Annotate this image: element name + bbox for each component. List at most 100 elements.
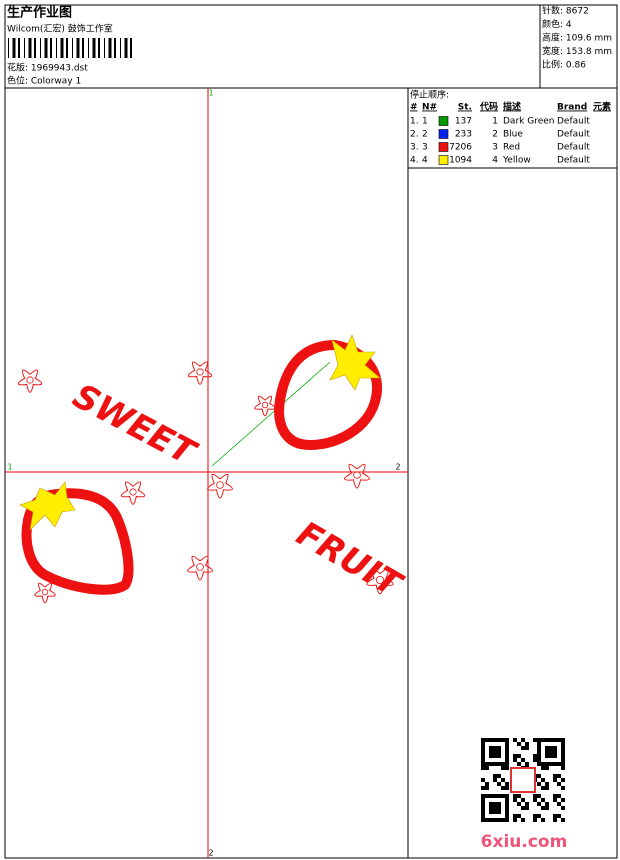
- qr-module: [497, 782, 501, 786]
- qr-module: [537, 738, 541, 742]
- axis-label: 2: [395, 463, 400, 472]
- qr-module: [493, 750, 497, 754]
- qr-module: [521, 798, 525, 802]
- qr-module: [497, 746, 501, 750]
- qr-module: [561, 750, 565, 754]
- table-cell: 1: [422, 117, 428, 127]
- qr-module: [557, 762, 561, 766]
- qr-module: [505, 758, 509, 762]
- axis-label: 1: [208, 89, 213, 98]
- qr-code: [481, 738, 565, 822]
- qr-module: [525, 762, 529, 766]
- qr-module: [493, 806, 497, 810]
- info-line: 高度: 109.6 mm: [542, 32, 612, 44]
- qr-module: [481, 758, 485, 762]
- qr-module: [481, 750, 485, 754]
- qr-module: [493, 746, 497, 750]
- qr-module: [501, 762, 505, 766]
- bar: [120, 38, 121, 58]
- qr-module: [545, 802, 549, 806]
- qr-module: [505, 742, 509, 746]
- flower: [344, 463, 370, 489]
- qr-module: [505, 750, 509, 754]
- qr-logo: [510, 767, 536, 793]
- qr-module: [541, 762, 545, 766]
- bar: [50, 38, 52, 58]
- qr-module: [485, 762, 489, 766]
- axis-label: 2: [208, 849, 213, 858]
- qr-module: [545, 750, 549, 754]
- bar: [12, 38, 16, 58]
- qr-module: [489, 738, 493, 742]
- flower: [207, 473, 233, 499]
- bar: [98, 38, 100, 58]
- qr-module: [497, 750, 501, 754]
- flower: [187, 555, 213, 581]
- table-cell: Default: [557, 117, 590, 127]
- qr-module: [557, 782, 561, 786]
- qr-module: [481, 762, 485, 766]
- qr-module: [521, 806, 525, 810]
- color-swatch: [438, 116, 449, 126]
- flower-center: [216, 481, 224, 489]
- qr-module: [561, 778, 565, 782]
- table-cell: 137: [455, 117, 472, 127]
- table-title: 停止顺序:: [410, 89, 449, 101]
- qr-module: [497, 774, 501, 778]
- bar: [8, 38, 9, 58]
- qr-module: [505, 806, 509, 810]
- table-cell: 233: [455, 130, 472, 140]
- table-cell: 3.: [410, 143, 419, 153]
- table-cell: 3: [492, 143, 498, 153]
- qr-module: [553, 778, 557, 782]
- color-swatch: [438, 142, 449, 152]
- qr-module: [513, 818, 517, 822]
- qr-module: [553, 762, 557, 766]
- qr-module: [537, 762, 541, 766]
- table-cell: Default: [557, 143, 590, 153]
- qr-module: [485, 738, 489, 742]
- qr-module: [545, 754, 549, 758]
- qr-module: [485, 818, 489, 822]
- table-cell: 7206: [449, 143, 472, 153]
- qr-module: [537, 742, 541, 746]
- qr-module: [545, 746, 549, 750]
- bar: [66, 38, 68, 58]
- qr-module: [541, 798, 545, 802]
- flower-center: [41, 588, 49, 596]
- qr-module: [481, 766, 485, 770]
- qr-module: [493, 778, 497, 782]
- color-swatch: [438, 155, 449, 165]
- strawberry-top: [329, 334, 381, 391]
- barcode: [8, 38, 132, 58]
- qr-module: [481, 794, 485, 798]
- qr-module: [497, 802, 501, 806]
- strawberry-top: [19, 481, 76, 531]
- qr-module: [497, 762, 501, 766]
- bar: [72, 38, 73, 58]
- table-cell: Dark Green: [503, 117, 554, 127]
- qr-module: [557, 814, 561, 818]
- table-cell: Red: [503, 143, 520, 153]
- qr-module: [517, 742, 521, 746]
- qr-module: [497, 806, 501, 810]
- bar: [92, 38, 96, 58]
- qr-module: [545, 738, 549, 742]
- qr-module: [497, 754, 501, 758]
- qr-module: [561, 754, 565, 758]
- qr-module: [505, 802, 509, 806]
- design: [17, 334, 394, 604]
- flower-center: [26, 376, 34, 384]
- qr-module: [541, 766, 545, 770]
- qr-module: [517, 754, 521, 758]
- qr-module: [553, 746, 557, 750]
- flower-center: [196, 368, 204, 376]
- qr-module: [553, 754, 557, 758]
- table-header: 代码: [479, 101, 498, 113]
- bar: [130, 38, 132, 58]
- qr-module: [481, 746, 485, 750]
- qr-module: [553, 798, 557, 802]
- design-file: 花版: 1969943.dst: [7, 62, 88, 74]
- qr-module: [557, 774, 561, 778]
- table-cell: 1: [492, 117, 498, 127]
